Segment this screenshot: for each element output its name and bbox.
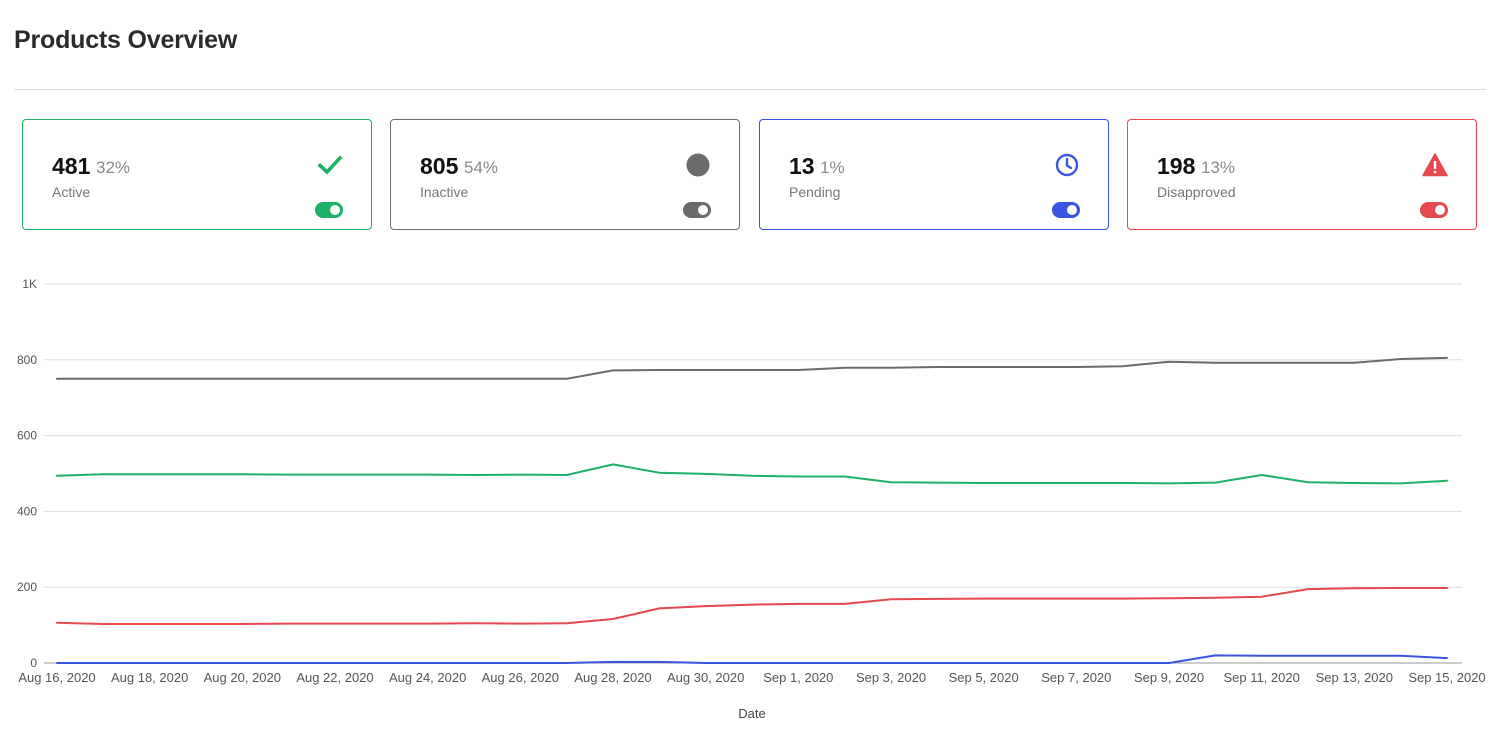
inactive-toggle[interactable]: [683, 202, 711, 218]
card-count: 805: [420, 153, 459, 179]
card-label: Disapproved: [1157, 184, 1236, 200]
toggle-knob: [330, 205, 340, 215]
card-count: 481: [52, 153, 91, 179]
status-cards: 481 32% Active 805 54% Inactive 13 1% Pe…: [22, 119, 1478, 232]
card-percent: 1%: [820, 158, 845, 177]
card-percent: 32%: [96, 158, 131, 177]
x-axis-label: Date: [738, 706, 765, 721]
warning-icon: [1422, 153, 1448, 177]
card-label: Active: [52, 184, 91, 200]
y-tick-label: 400: [17, 504, 37, 518]
x-tick-label: Aug 20, 2020: [204, 670, 281, 685]
x-tick-label: Aug 22, 2020: [296, 670, 373, 685]
disapproved-toggle[interactable]: [1420, 202, 1448, 218]
check-icon: [317, 155, 343, 175]
x-tick-label: Sep 7, 2020: [1041, 670, 1111, 685]
x-tick-label: Aug 26, 2020: [482, 670, 559, 685]
x-tick-label: Sep 1, 2020: [763, 670, 833, 685]
x-tick-label: Sep 9, 2020: [1134, 670, 1204, 685]
line-chart: 0 200 400 600 800 1K Aug 16, 2020 Aug 18, 2020…: [17, 277, 1486, 721]
y-tick-label: 600: [17, 429, 37, 443]
status-card-inactive[interactable]: 805 54% Inactive: [390, 119, 740, 230]
y-tick-label: 800: [17, 353, 37, 367]
header-divider: [14, 89, 1486, 90]
toggle-knob: [1067, 205, 1077, 215]
series-line-1[interactable]: [56, 356, 1448, 380]
x-tick-label: Aug 16, 2020: [18, 670, 95, 685]
card-label: Pending: [789, 184, 841, 200]
toggle-knob: [698, 205, 708, 215]
x-tick-layer: Aug 16, 2020 Aug 18, 2020 Aug 20, 2020 Aug …: [18, 670, 1485, 685]
status-card-pending[interactable]: 13 1% Pending: [759, 119, 1109, 230]
toggle-knob: [1435, 205, 1445, 215]
series-line-2[interactable]: [56, 463, 1448, 485]
series-line-3[interactable]: [56, 587, 1448, 625]
card-label: Inactive: [420, 184, 469, 200]
card-percent: 13%: [1201, 158, 1236, 177]
clock-icon: [1055, 153, 1079, 177]
x-tick-label: Sep 13, 2020: [1316, 670, 1393, 685]
grid-layer: 0 200 400 600 800 1K: [17, 277, 1462, 670]
y-tick-label: 0: [30, 656, 37, 670]
y-tick-label: 1K: [22, 277, 37, 291]
card-percent: 54%: [464, 158, 499, 177]
status-card-disapproved[interactable]: 198 13% Disapproved: [1127, 119, 1477, 230]
series-line-4[interactable]: [56, 654, 1448, 664]
products-chart: 0 200 400 600 800 1K Aug 16, 2020 Aug 18, 2020…: [0, 262, 1498, 734]
active-toggle[interactable]: [315, 202, 343, 218]
status-card-active[interactable]: 481 32% Active: [22, 119, 372, 230]
x-tick-label: Sep 15, 2020: [1408, 670, 1485, 685]
page-title: Products Overview: [14, 26, 238, 54]
card-count: 198: [1157, 153, 1196, 179]
card-count: 13: [789, 153, 815, 179]
x-tick-label: Sep 3, 2020: [856, 670, 926, 685]
x-tick-label: Sep 5, 2020: [949, 670, 1019, 685]
series-layer: [56, 356, 1448, 664]
pending-toggle[interactable]: [1052, 202, 1080, 218]
x-tick-label: Sep 11, 2020: [1223, 670, 1299, 685]
x-tick-label: Aug 30, 2020: [667, 670, 744, 685]
x-tick-label: Aug 18, 2020: [111, 670, 188, 685]
x-tick-label: Aug 24, 2020: [389, 670, 466, 685]
y-tick-label: 200: [17, 580, 37, 594]
x-tick-label: Aug 28, 2020: [574, 670, 651, 685]
circle-icon: [686, 153, 710, 177]
